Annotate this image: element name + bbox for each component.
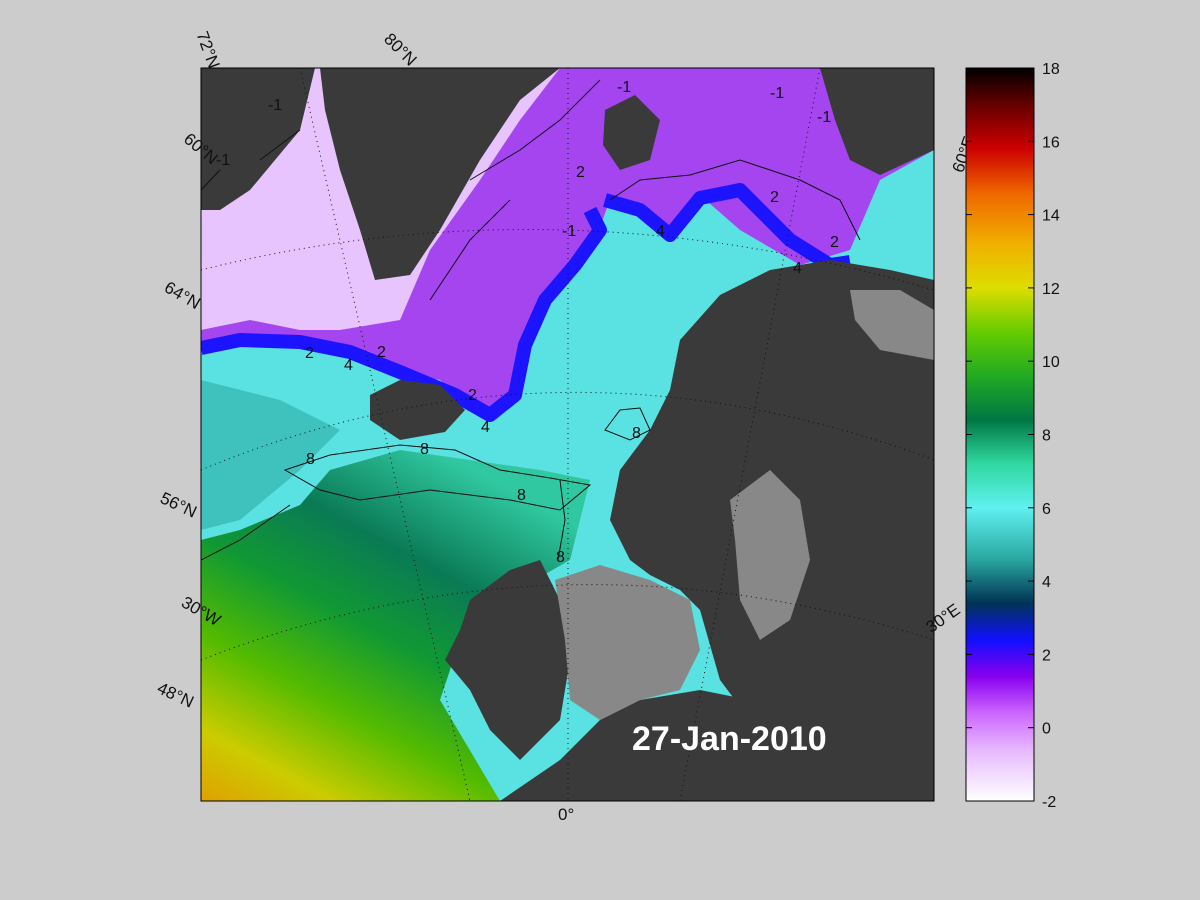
colorbar-tick-label: 16 bbox=[1042, 134, 1060, 151]
contour-label: -1 bbox=[617, 79, 631, 96]
colorbar-tick-label: 0 bbox=[1042, 721, 1051, 738]
north-atlantic-warm-water bbox=[201, 450, 590, 801]
contours bbox=[201, 79, 861, 561]
colorbar-tick-label: 2 bbox=[1042, 647, 1051, 664]
colorbar-ticks: 18 16 14 12 10 8 6 4 2 0 -2 bbox=[966, 61, 1060, 811]
baltic-sea bbox=[730, 470, 810, 640]
colorbar-tick-label: 14 bbox=[1042, 208, 1060, 225]
colorbar-tick-label: 4 bbox=[1042, 574, 1051, 591]
greenland-east bbox=[320, 68, 560, 280]
colorbar-tick-label: 18 bbox=[1042, 61, 1060, 78]
colorbar-tick-label: 8 bbox=[1042, 428, 1051, 445]
contour-label: 8 bbox=[517, 487, 526, 504]
lat-label-48n: 48°N bbox=[154, 678, 196, 711]
contour-label: 2 bbox=[830, 234, 839, 251]
contour-label: 2 bbox=[770, 189, 779, 206]
colorbar-tick-label: 12 bbox=[1042, 281, 1060, 298]
teal-band bbox=[201, 380, 340, 530]
graticule bbox=[201, 68, 934, 801]
contour-label: 8 bbox=[632, 425, 641, 442]
svalbard bbox=[603, 95, 660, 170]
date-stamp: 27-Jan-2010 bbox=[632, 720, 827, 758]
colorbar-tick-label: 10 bbox=[1042, 354, 1060, 371]
british-isles bbox=[445, 560, 570, 760]
colorbar-tick-label: 6 bbox=[1042, 501, 1051, 518]
colorbar-tick-label: -2 bbox=[1042, 794, 1056, 811]
contour-label: 2 bbox=[468, 387, 477, 404]
contour-label: 2 bbox=[305, 345, 314, 362]
contour-label: -1 bbox=[268, 97, 282, 114]
contour-label: -1 bbox=[216, 152, 230, 169]
iceland bbox=[370, 380, 465, 440]
colorbar-gradient bbox=[965, 67, 1035, 802]
shelf-seas bbox=[555, 290, 934, 720]
contour-label: 4 bbox=[344, 357, 353, 374]
map-panel bbox=[201, 68, 934, 801]
greenland bbox=[201, 68, 315, 210]
continental-europe bbox=[500, 690, 780, 801]
contour-label: -1 bbox=[817, 109, 831, 126]
contour-label: 4 bbox=[793, 260, 802, 277]
lon-label-0: 0° bbox=[558, 805, 574, 824]
contour-label: 4 bbox=[481, 419, 490, 436]
warm-front-blue-north bbox=[603, 183, 852, 272]
contour-label: -1 bbox=[770, 85, 784, 102]
novaya-zemlya bbox=[820, 68, 934, 175]
contour-labels: -1 -1 -1 -1 -1 2 2 2 2 -1 4 4 2 4 2 4 8 … bbox=[216, 79, 839, 566]
white-sea bbox=[850, 290, 934, 360]
contour-label: 8 bbox=[556, 549, 565, 566]
lat-label-64n: 64°N bbox=[161, 278, 203, 313]
colorbar: 18 16 14 12 10 8 6 4 2 0 -2 bbox=[965, 61, 1060, 811]
warm-front-blue bbox=[201, 206, 607, 422]
contour-label: 2 bbox=[377, 344, 386, 361]
contour-label: 8 bbox=[420, 441, 429, 458]
contour-label: -1 bbox=[562, 223, 576, 240]
contour-label: 8 bbox=[306, 451, 315, 468]
north-sea bbox=[555, 565, 700, 720]
contour-label: 4 bbox=[656, 223, 665, 240]
lon-label-80n: 80°N bbox=[380, 29, 420, 69]
lat-label-72n: 72°N bbox=[193, 29, 224, 71]
lat-label-56n: 56°N bbox=[157, 488, 199, 521]
contour-label: 2 bbox=[576, 164, 585, 181]
